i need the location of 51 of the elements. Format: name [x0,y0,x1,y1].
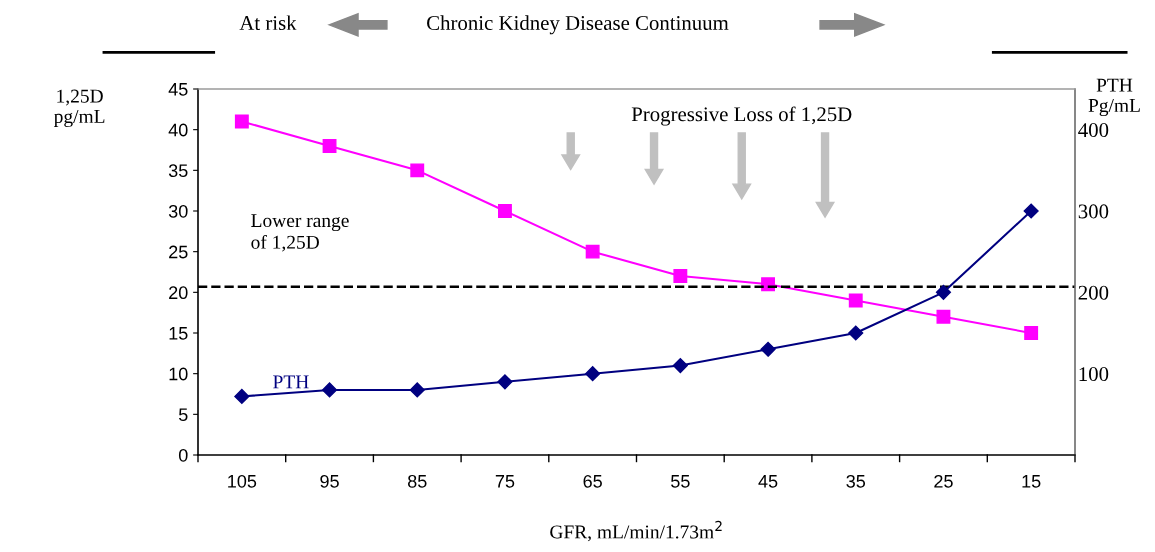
y-tick-label: 20 [169,286,188,300]
y2-tick-label: 100 [1079,367,1109,382]
point [585,366,601,382]
point [409,382,425,398]
x-tick-label: 75 [495,475,515,488]
y2-tick-label: 400 [1078,123,1109,138]
y-tick-label: 25 [169,245,188,259]
series-label: PTH [273,375,309,389]
x-tick-label: 95 [320,474,339,488]
x-tick-label: 35 [846,474,866,488]
y2-tick-label: 200 [1078,285,1109,300]
x-tick-label: 45 [758,475,778,488]
point [672,357,688,374]
y-tick-label: 45 [168,83,188,96]
point [1023,203,1039,219]
x-tick-label: 65 [583,474,602,488]
point [1024,326,1039,340]
y-tick-label: 10 [169,367,188,381]
x-tick-label: 55 [671,475,690,488]
point [322,138,337,153]
x-tick-label: 25 [934,474,953,488]
point [234,388,250,405]
point [935,284,952,300]
point [498,204,512,218]
point [760,341,776,357]
y-tick-label: 15 [169,327,188,340]
y-tick-label: 30 [168,204,188,218]
x-axis-title: GFR, mL/min/1.73m$^{2}$ [550,520,722,542]
y-tick-label: 40 [168,123,188,137]
point [848,325,864,341]
x-tick-label: 85 [407,474,427,488]
y-tick-label: 0 [178,448,188,462]
point [234,114,249,129]
point [410,163,425,178]
point [936,309,951,324]
ref-line-label: Lower range of 1,25D [251,214,349,252]
point [673,269,688,284]
point [848,293,863,308]
x-tick-label: 15 [1022,475,1041,488]
text: At risk [239,15,297,31]
annotation: Progressive Loss of 1,25D [631,106,852,126]
point [321,382,338,398]
y2-tick-label: 300 [1078,204,1109,219]
y-axis-title: 1,25D pg/mL [53,89,105,128]
point [497,374,513,390]
chart-title: Chronic Kidney Disease Continuum [427,15,729,35]
x-tick-label: 105 [228,474,257,488]
y-tick-label: 35 [168,164,188,178]
point [585,244,600,259]
y2-axis-title: PTH Pg/mL [1088,78,1140,117]
y-tick-label: 5 [178,408,188,422]
